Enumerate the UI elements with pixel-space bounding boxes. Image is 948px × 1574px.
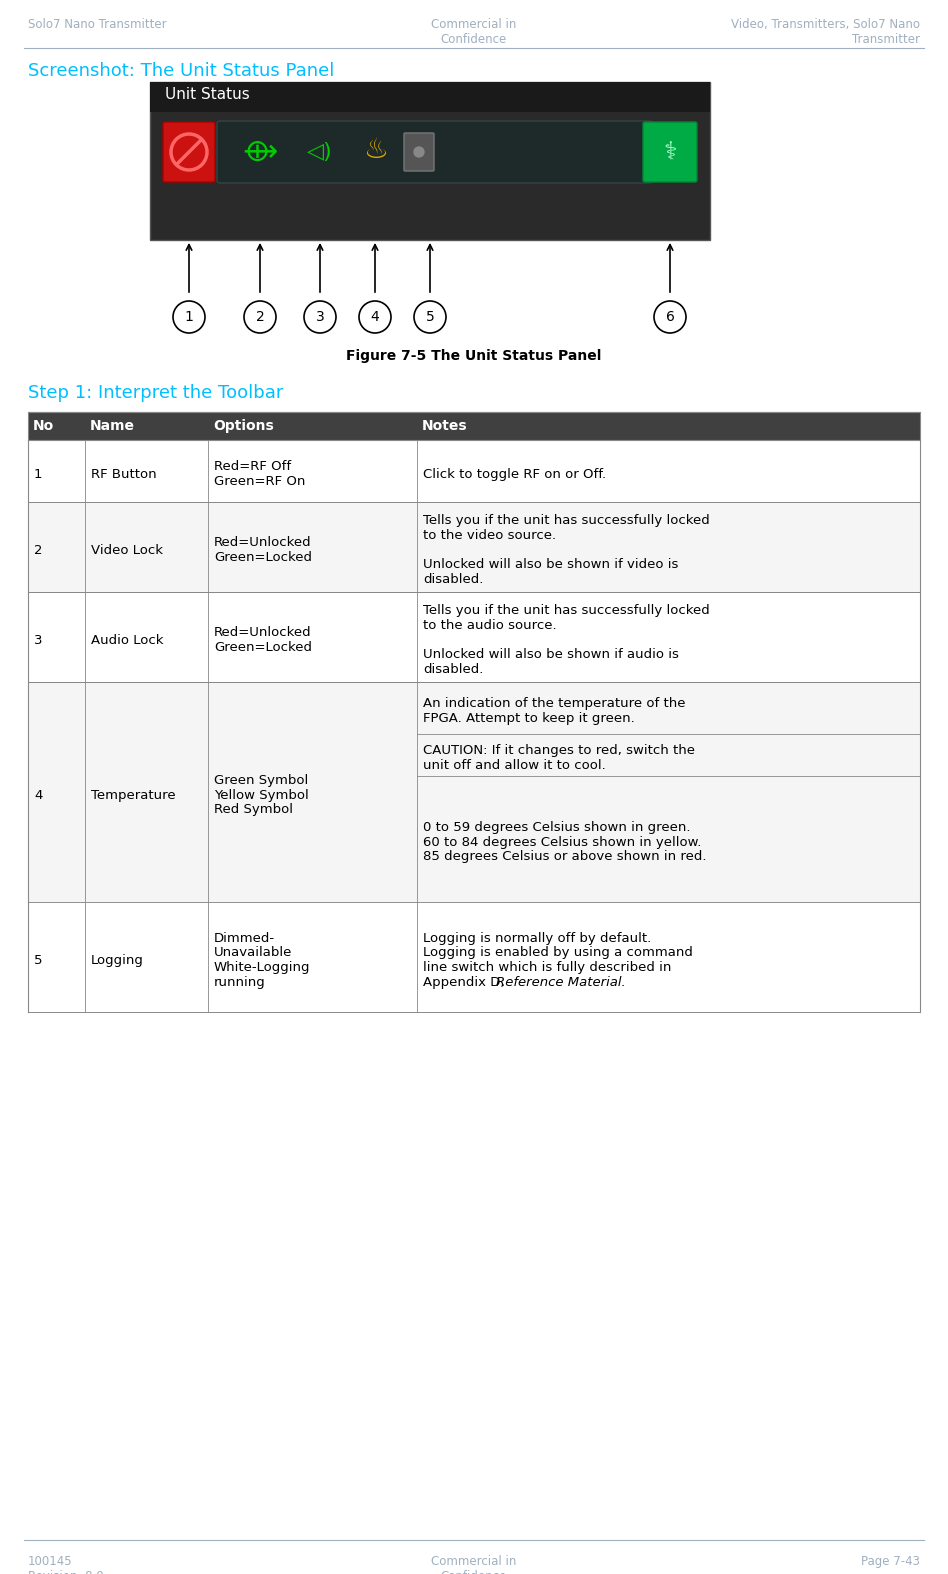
Text: Audio Lock: Audio Lock bbox=[91, 634, 163, 647]
Circle shape bbox=[244, 301, 276, 334]
Text: Notes: Notes bbox=[422, 419, 467, 433]
Text: Temperature: Temperature bbox=[91, 789, 175, 801]
Text: Step 1: Interpret the Toolbar: Step 1: Interpret the Toolbar bbox=[28, 384, 283, 401]
FancyBboxPatch shape bbox=[28, 902, 920, 1012]
Text: Name: Name bbox=[90, 419, 135, 433]
Text: 3: 3 bbox=[34, 634, 43, 647]
Text: Unit Status: Unit Status bbox=[165, 87, 249, 102]
FancyBboxPatch shape bbox=[643, 123, 697, 183]
Text: 85 degrees Celsius or above shown in red.: 85 degrees Celsius or above shown in red… bbox=[423, 850, 706, 864]
Text: An indication of the temperature of the: An indication of the temperature of the bbox=[423, 697, 685, 710]
FancyBboxPatch shape bbox=[28, 592, 920, 682]
Text: 4: 4 bbox=[371, 310, 379, 324]
Text: Figure 7-5 The Unit Status Panel: Figure 7-5 The Unit Status Panel bbox=[346, 349, 602, 364]
Text: Green=Locked: Green=Locked bbox=[214, 551, 312, 563]
Text: disabled.: disabled. bbox=[423, 573, 483, 586]
Text: FPGA. Attempt to keep it green.: FPGA. Attempt to keep it green. bbox=[423, 711, 635, 726]
Text: Video Lock: Video Lock bbox=[91, 543, 163, 557]
Text: Logging is enabled by using a command: Logging is enabled by using a command bbox=[423, 946, 693, 959]
Circle shape bbox=[304, 301, 336, 334]
Text: Unlocked will also be shown if audio is: Unlocked will also be shown if audio is bbox=[423, 648, 679, 661]
Text: ⚕: ⚕ bbox=[664, 140, 677, 164]
Text: Options: Options bbox=[213, 419, 274, 433]
Text: Tells you if the unit has successfully locked: Tells you if the unit has successfully l… bbox=[423, 515, 710, 527]
Text: Tells you if the unit has successfully locked: Tells you if the unit has successfully l… bbox=[423, 604, 710, 617]
Text: 1: 1 bbox=[185, 310, 193, 324]
Text: Green Symbol: Green Symbol bbox=[214, 774, 308, 787]
Text: 1: 1 bbox=[34, 467, 43, 480]
Text: No: No bbox=[33, 419, 54, 433]
Text: 2: 2 bbox=[256, 310, 264, 324]
Text: Logging is normally off by default.: Logging is normally off by default. bbox=[423, 932, 651, 944]
FancyBboxPatch shape bbox=[28, 412, 920, 441]
Text: Page 7-43: Page 7-43 bbox=[861, 1555, 920, 1568]
Text: Logging: Logging bbox=[91, 954, 144, 966]
Text: disabled.: disabled. bbox=[423, 663, 483, 677]
Text: ♨: ♨ bbox=[362, 135, 388, 164]
Text: Yellow Symbol: Yellow Symbol bbox=[214, 789, 309, 801]
Text: CAUTION: If it changes to red, switch the: CAUTION: If it changes to red, switch th… bbox=[423, 745, 695, 757]
FancyBboxPatch shape bbox=[150, 82, 710, 239]
Text: ⟴: ⟴ bbox=[243, 137, 278, 167]
FancyBboxPatch shape bbox=[217, 121, 653, 183]
Text: to the audio source.: to the audio source. bbox=[423, 619, 556, 631]
Circle shape bbox=[173, 301, 205, 334]
Text: Click to toggle RF on or Off.: Click to toggle RF on or Off. bbox=[423, 467, 606, 480]
FancyBboxPatch shape bbox=[28, 502, 920, 592]
Text: Red Symbol: Red Symbol bbox=[214, 803, 293, 817]
Text: Red=Unlocked: Red=Unlocked bbox=[214, 537, 312, 549]
FancyBboxPatch shape bbox=[28, 682, 920, 902]
Text: Green=Locked: Green=Locked bbox=[214, 641, 312, 655]
Text: Green=RF On: Green=RF On bbox=[214, 475, 305, 488]
Text: Reference Material.: Reference Material. bbox=[496, 976, 626, 988]
Text: to the video source.: to the video source. bbox=[423, 529, 556, 541]
FancyBboxPatch shape bbox=[150, 82, 710, 112]
Text: running: running bbox=[214, 976, 265, 988]
Text: Screenshot: The Unit Status Panel: Screenshot: The Unit Status Panel bbox=[28, 61, 335, 80]
FancyBboxPatch shape bbox=[163, 123, 215, 183]
Text: 100145
Revision: 8.0: 100145 Revision: 8.0 bbox=[28, 1555, 103, 1574]
Circle shape bbox=[359, 301, 391, 334]
Text: line switch which is fully described in: line switch which is fully described in bbox=[423, 962, 671, 974]
Text: 60 to 84 degrees Celsius shown in yellow.: 60 to 84 degrees Celsius shown in yellow… bbox=[423, 836, 702, 848]
Text: Commercial in
Confidence: Commercial in Confidence bbox=[431, 17, 517, 46]
Circle shape bbox=[414, 301, 446, 334]
Text: 4: 4 bbox=[34, 789, 43, 801]
FancyBboxPatch shape bbox=[404, 132, 434, 172]
Text: White-Logging: White-Logging bbox=[214, 962, 311, 974]
Text: 2: 2 bbox=[34, 543, 43, 557]
Text: Dimmed-: Dimmed- bbox=[214, 932, 275, 944]
Text: Commercial in
Confidence: Commercial in Confidence bbox=[431, 1555, 517, 1574]
Circle shape bbox=[414, 146, 424, 157]
Text: unit off and allow it to cool.: unit off and allow it to cool. bbox=[423, 759, 606, 771]
Text: 6: 6 bbox=[665, 310, 674, 324]
Circle shape bbox=[654, 301, 686, 334]
Text: Video, Transmitters, Solo7 Nano
Transmitter: Video, Transmitters, Solo7 Nano Transmit… bbox=[731, 17, 920, 46]
Text: ◁): ◁) bbox=[307, 142, 333, 162]
Text: RF Button: RF Button bbox=[91, 467, 156, 480]
Text: Appendix D,: Appendix D, bbox=[423, 976, 513, 988]
Text: Red=Unlocked: Red=Unlocked bbox=[214, 626, 312, 639]
Text: 5: 5 bbox=[34, 954, 43, 966]
Text: 3: 3 bbox=[316, 310, 324, 324]
Text: 0 to 59 degrees Celsius shown in green.: 0 to 59 degrees Celsius shown in green. bbox=[423, 822, 690, 834]
Text: Solo7 Nano Transmitter: Solo7 Nano Transmitter bbox=[28, 17, 167, 31]
Text: 5: 5 bbox=[426, 310, 434, 324]
Text: Unlocked will also be shown if video is: Unlocked will also be shown if video is bbox=[423, 559, 679, 571]
FancyBboxPatch shape bbox=[28, 441, 920, 502]
Text: Red=RF Off: Red=RF Off bbox=[214, 460, 291, 474]
Text: Unavailable: Unavailable bbox=[214, 946, 292, 959]
